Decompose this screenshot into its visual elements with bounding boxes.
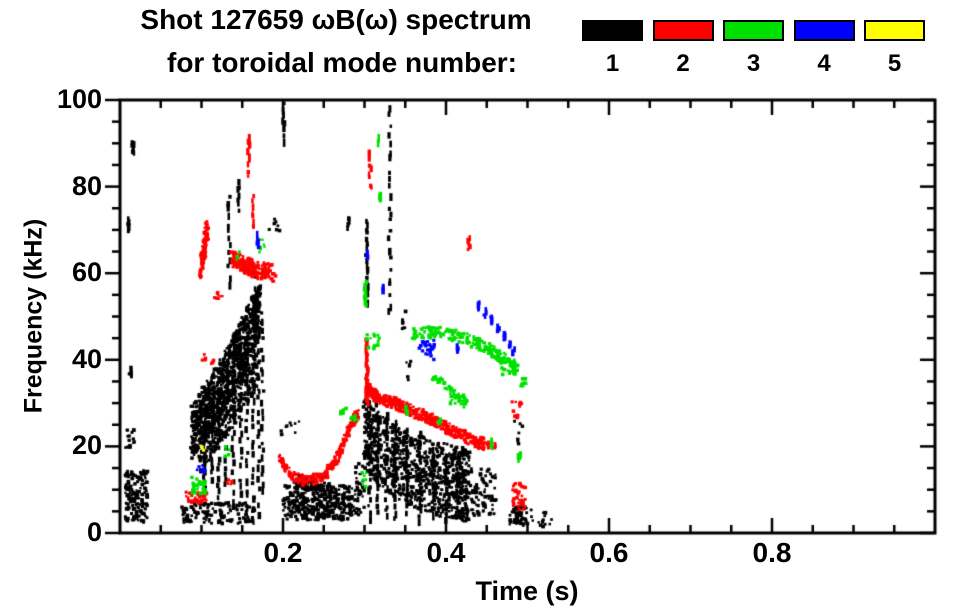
legend-label-mode-5: 5: [887, 50, 902, 77]
legend-swatch-mode-2: [652, 20, 714, 41]
legend-swatch-mode-1: [582, 20, 643, 41]
legend-label-mode-3: 3: [746, 50, 761, 77]
y-tick-label-60: 60: [71, 257, 102, 288]
x-tick-label-0.2: 0.2: [263, 537, 303, 568]
legend-swatch-mode-4: [793, 20, 855, 41]
legend-label-mode-2: 2: [676, 50, 690, 77]
y-tick-label-20: 20: [71, 430, 102, 461]
y-tick-label-40: 40: [71, 343, 102, 374]
legend-swatch-mode-3: [723, 20, 784, 41]
y-axis-title: Frequency (kHz): [19, 218, 48, 414]
y-tick-label-80: 80: [71, 170, 102, 201]
x-tick-label-0.4: 0.4: [426, 537, 466, 568]
chart-title-line1: Shot 127659 ωB(ω) spectrum: [140, 4, 532, 35]
legend-swatch-mode-5: [864, 20, 925, 41]
legend-label-mode-1: 1: [605, 50, 620, 77]
y-tick-label-100: 100: [56, 84, 102, 114]
x-axis-title: Time (s): [475, 576, 579, 606]
x-tick-label-0.6: 0.6: [589, 537, 629, 568]
legend-label-mode-4: 4: [817, 50, 831, 77]
x-tick-label-0.8: 0.8: [752, 537, 792, 568]
y-tick-label-0: 0: [86, 517, 102, 547]
chart-title-line2: for toroidal mode number:: [167, 47, 517, 78]
